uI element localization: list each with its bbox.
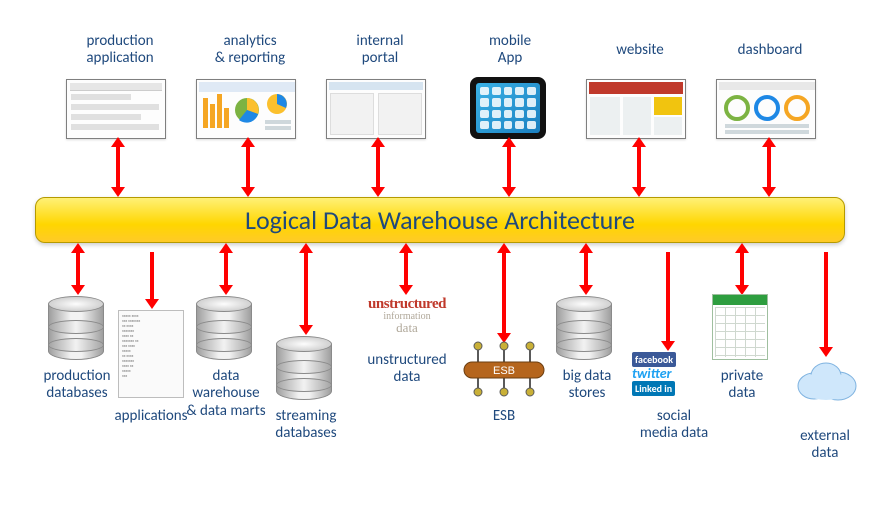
label-mobile: mobile App	[460, 33, 560, 68]
label-bigdata: big data stores	[552, 368, 622, 403]
thumb-mobile	[470, 77, 546, 139]
arrow-social	[666, 252, 670, 342]
cloud-icon	[792, 356, 860, 404]
db-icon-stream	[276, 336, 332, 400]
label-analytics: analytics & reporting	[200, 33, 300, 68]
label-prod-app: production application	[70, 33, 170, 68]
label-portal: internal portal	[330, 33, 430, 68]
db-icon-prod	[48, 296, 104, 360]
db-icon-bigdata	[556, 296, 612, 360]
arrow-apps	[150, 252, 154, 300]
label-private: private data	[714, 368, 770, 403]
label-stream: streaming databases	[264, 408, 348, 443]
li-logo: Linked in	[632, 381, 675, 396]
label-website: website	[590, 42, 690, 59]
arrow-private	[740, 252, 744, 286]
db-icon-dw	[196, 296, 252, 360]
label-dashboard: dashboard	[720, 42, 820, 59]
analytics-icon	[197, 80, 297, 140]
thumb-dashboard	[716, 79, 816, 139]
dashboard-icon	[717, 80, 817, 140]
arrow-prod-db	[76, 252, 80, 286]
label-prod-db: production databases	[34, 368, 120, 403]
ldw-bar-title: Logical Data Warehouse Architecture	[245, 204, 635, 236]
wc-sub2: data	[356, 320, 458, 336]
tablet-icon	[476, 83, 540, 133]
ldw-bar: Logical Data Warehouse Architecture	[35, 197, 845, 243]
thumb-prod-app	[66, 79, 166, 139]
social-icon: facebook twitter Linked in	[632, 352, 704, 396]
label-external: external data	[792, 428, 858, 463]
tw-logo: twitter	[632, 365, 672, 382]
arrow-bigdata	[584, 252, 588, 286]
arrow-prod-app	[116, 146, 120, 188]
esb-icon: ESB	[462, 340, 546, 398]
label-esb: ESB	[486, 408, 522, 425]
arrow-dw	[224, 252, 228, 286]
thumb-analytics	[196, 79, 296, 139]
arrow-esb	[502, 252, 506, 334]
wordcloud-icon: unstructured information data	[356, 296, 458, 336]
label-social: social media data	[634, 408, 714, 443]
thumb-website	[586, 79, 686, 139]
arrow-mobile	[507, 146, 511, 188]
thumb-portal	[326, 79, 426, 139]
arrow-dashboard	[767, 146, 771, 188]
arrow-portal	[376, 146, 380, 188]
doc-icon-apps: xxxxx xxxxxxx xxxxxxxxx xxxxxxxxxxxxxxx …	[118, 310, 184, 398]
arrow-stream	[304, 252, 308, 326]
arrow-website	[637, 146, 641, 188]
label-dw: data warehouse & data marts	[180, 368, 272, 420]
arrow-analytics	[246, 146, 250, 188]
arrow-unstruct	[404, 252, 408, 286]
spreadsheet-icon	[712, 294, 768, 360]
esb-bar-label: ESB	[493, 365, 515, 377]
arrow-external	[824, 252, 828, 348]
label-unstruct: unstructured data	[362, 352, 452, 387]
